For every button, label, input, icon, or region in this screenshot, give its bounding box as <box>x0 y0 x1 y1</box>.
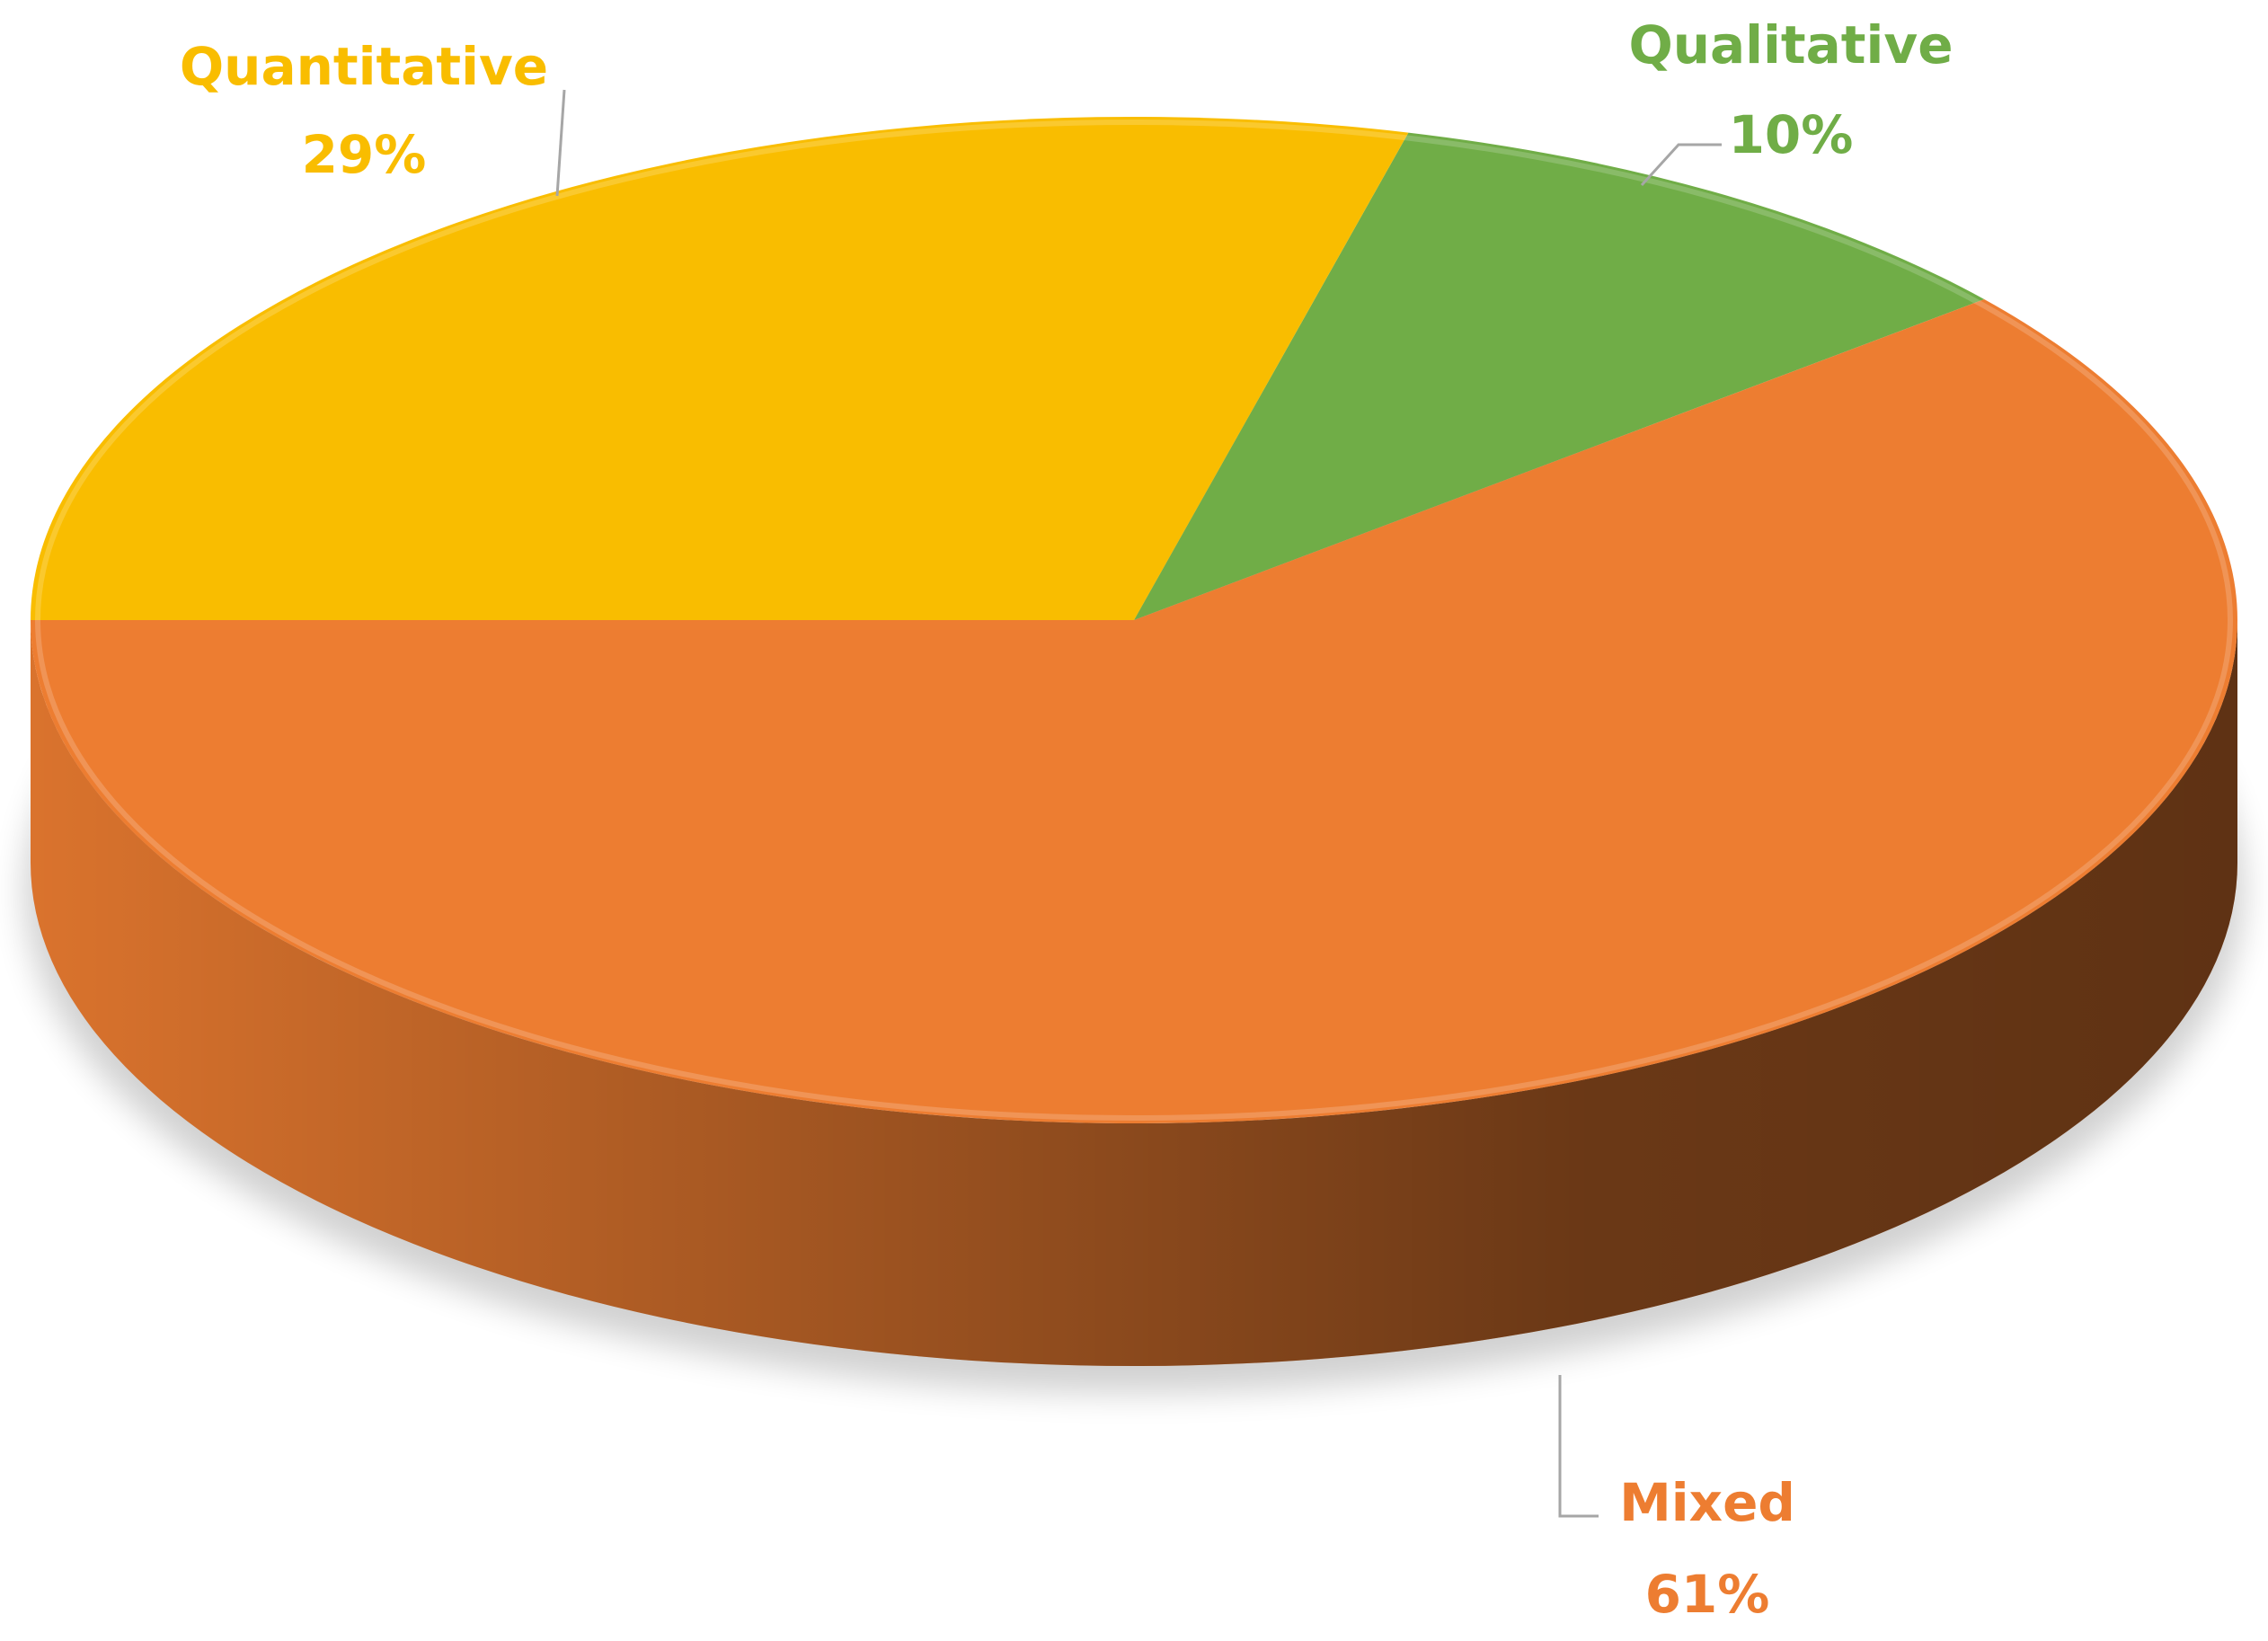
slice <box>31 117 1409 620</box>
value-label: 10% <box>1729 104 1854 165</box>
slice <box>31 299 2238 1124</box>
slice <box>1134 132 1985 620</box>
leader-line <box>1640 143 1722 187</box>
category-label: Mixed <box>1619 1472 1795 1533</box>
leader-line <box>555 89 566 197</box>
category-label: Qualitative <box>1628 14 1953 75</box>
category-label: Quantitative <box>180 36 548 97</box>
side-shade <box>31 620 2237 1366</box>
value-label: 29% <box>302 124 427 185</box>
value-label: 61% <box>1645 1564 1770 1625</box>
leader-line <box>1558 1375 1599 1518</box>
rim-highlight <box>35 120 2233 1121</box>
